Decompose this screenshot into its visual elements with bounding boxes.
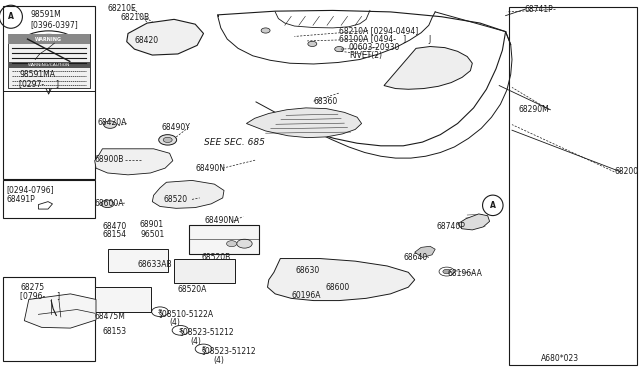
- Text: 68900B: 68900B: [95, 155, 124, 164]
- Text: (4): (4): [191, 337, 202, 346]
- Circle shape: [443, 269, 451, 274]
- Text: 68520: 68520: [163, 195, 188, 204]
- Text: 68740P: 68740P: [436, 222, 465, 231]
- Bar: [8, 34, 90, 88]
- Text: 68600A: 68600A: [95, 199, 124, 208]
- Text: 68491P: 68491P: [6, 195, 35, 203]
- Text: [0297-     ]: [0297- ]: [19, 79, 60, 88]
- Text: §08510-5122A: §08510-5122A: [159, 309, 214, 318]
- Text: 68420A: 68420A: [97, 118, 127, 127]
- Circle shape: [51, 314, 61, 320]
- Bar: [3, 277, 95, 361]
- Text: 68360: 68360: [314, 97, 338, 106]
- Circle shape: [335, 46, 344, 52]
- Text: SEE SEC. 685: SEE SEC. 685: [204, 138, 264, 147]
- Text: [0294-0796]: [0294-0796]: [6, 185, 54, 194]
- Circle shape: [261, 28, 270, 33]
- Bar: [3, 6, 95, 179]
- Circle shape: [101, 200, 114, 208]
- Text: S: S: [179, 328, 182, 333]
- Text: 68275: 68275: [20, 283, 45, 292]
- Text: 98591M: 98591M: [31, 10, 61, 19]
- Text: 60196A: 60196A: [291, 291, 321, 300]
- Polygon shape: [95, 149, 173, 175]
- Text: 68633AB: 68633AB: [138, 260, 172, 269]
- Circle shape: [159, 135, 177, 145]
- Text: 68600: 68600: [325, 283, 349, 292]
- Circle shape: [308, 41, 317, 46]
- Polygon shape: [152, 180, 224, 208]
- Text: 68520A: 68520A: [178, 285, 207, 294]
- Text: 68210A [0294-0494]: 68210A [0294-0494]: [339, 26, 419, 35]
- Polygon shape: [415, 246, 435, 257]
- Text: 68640: 68640: [403, 253, 428, 262]
- Text: (4): (4): [170, 318, 180, 327]
- Circle shape: [104, 121, 116, 128]
- Text: 68100A [0494-   ]: 68100A [0494- ]: [339, 35, 406, 44]
- Text: 68210E: 68210E: [108, 4, 136, 13]
- Text: (4): (4): [213, 356, 224, 365]
- Text: S: S: [202, 346, 205, 352]
- Text: 68153: 68153: [102, 327, 127, 336]
- Circle shape: [163, 137, 172, 142]
- Text: A: A: [490, 201, 496, 210]
- Polygon shape: [458, 214, 490, 230]
- Text: 68490N: 68490N: [195, 164, 225, 173]
- Text: S: S: [158, 309, 162, 314]
- Bar: [174, 259, 235, 283]
- Text: 68210B: 68210B: [120, 13, 150, 22]
- Polygon shape: [268, 259, 415, 301]
- Text: 98591MA: 98591MA: [19, 70, 55, 79]
- Text: 68630: 68630: [296, 266, 320, 275]
- Text: 68290M: 68290M: [518, 105, 549, 114]
- Text: 68520B: 68520B: [202, 253, 231, 262]
- Text: 68200: 68200: [614, 167, 639, 176]
- Text: 96501: 96501: [141, 230, 165, 239]
- Bar: [8, 62, 90, 68]
- Text: 68490Y: 68490Y: [161, 123, 190, 132]
- Polygon shape: [384, 46, 472, 89]
- Text: A680*023: A680*023: [541, 355, 579, 363]
- Text: J: J: [429, 35, 431, 44]
- Text: 68196AA: 68196AA: [448, 269, 483, 278]
- Circle shape: [237, 239, 252, 248]
- Text: A: A: [8, 12, 14, 21]
- Text: 68154: 68154: [102, 230, 127, 239]
- Polygon shape: [246, 108, 362, 138]
- Text: 00603-20930: 00603-20930: [349, 43, 400, 52]
- Bar: [108, 249, 168, 272]
- Text: [0796-     ]: [0796- ]: [20, 291, 61, 300]
- Text: 68741P: 68741P: [525, 5, 554, 14]
- Text: 68901: 68901: [140, 220, 164, 229]
- Bar: [3, 180, 95, 218]
- Text: RIVET(2): RIVET(2): [349, 51, 382, 60]
- Text: §08523-51212: §08523-51212: [179, 327, 234, 336]
- Text: WARNING: WARNING: [35, 36, 62, 42]
- Bar: [8, 34, 90, 44]
- Text: [0396-0397]: [0396-0397]: [31, 20, 79, 29]
- Text: §08523-51212: §08523-51212: [202, 346, 256, 355]
- Text: 68470: 68470: [102, 222, 127, 231]
- Bar: [95, 287, 151, 312]
- Text: 68475M: 68475M: [95, 312, 125, 321]
- Text: WARNING/CAUTION: WARNING/CAUTION: [28, 63, 70, 67]
- Circle shape: [299, 293, 305, 296]
- Text: 68490NA: 68490NA: [205, 217, 240, 225]
- Bar: [509, 7, 637, 365]
- Polygon shape: [24, 294, 96, 328]
- Bar: [189, 225, 259, 254]
- Circle shape: [227, 241, 237, 247]
- Polygon shape: [127, 19, 204, 55]
- Text: 68420: 68420: [134, 36, 159, 45]
